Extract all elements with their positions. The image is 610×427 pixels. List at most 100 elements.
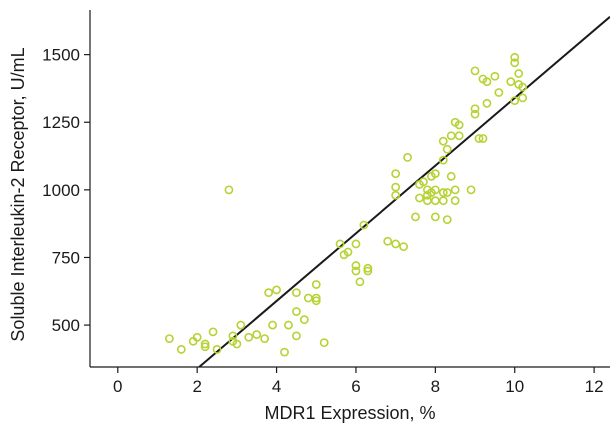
- data-point: [454, 120, 464, 130]
- data-point: [403, 152, 412, 162]
- data-point: [208, 327, 218, 337]
- fit-line-group: [198, 16, 610, 368]
- y-tick-label: 1000: [42, 181, 80, 200]
- x-tick-label: 4: [272, 377, 281, 396]
- data-point: [319, 338, 329, 348]
- data-point: [482, 77, 492, 87]
- data-points: [164, 52, 528, 357]
- data-point: [232, 339, 242, 349]
- y-tick-label: 500: [52, 316, 80, 335]
- x-axis-title: MDR1 Expression, %: [264, 403, 435, 423]
- y-tick-label: 750: [52, 248, 80, 267]
- data-point: [442, 144, 452, 154]
- data-point: [280, 347, 289, 357]
- data-point: [510, 52, 520, 62]
- data-point: [383, 236, 393, 246]
- data-point: [419, 177, 428, 187]
- data-point: [284, 320, 293, 330]
- x-tick-label: 2: [192, 377, 201, 396]
- data-point: [244, 332, 254, 342]
- data-point: [430, 185, 440, 195]
- data-point: [474, 134, 484, 143]
- data-point: [490, 71, 500, 81]
- data-point: [212, 345, 222, 354]
- data-point: [506, 77, 516, 87]
- data-point: [335, 239, 345, 249]
- data-point: [430, 169, 440, 179]
- data-point: [200, 342, 210, 352]
- y-tick-label: 1500: [42, 46, 80, 65]
- data-point: [264, 288, 274, 298]
- data-point: [438, 188, 448, 197]
- data-point: [454, 131, 464, 141]
- data-point: [510, 96, 520, 106]
- data-point: [192, 332, 202, 342]
- data-point: [391, 182, 401, 192]
- data-point: [411, 212, 420, 222]
- data-point: [514, 69, 524, 78]
- data-point: [224, 185, 234, 195]
- data-point: [236, 320, 246, 330]
- data-point: [470, 66, 480, 76]
- data-point: [446, 171, 456, 181]
- data-point: [351, 239, 361, 249]
- data-point: [228, 331, 238, 341]
- data-point: [482, 98, 492, 108]
- x-tick-label: 8: [431, 377, 440, 396]
- data-point: [292, 288, 301, 298]
- data-point: [292, 331, 301, 341]
- data-point: [359, 220, 369, 230]
- data-point: [351, 266, 361, 276]
- fit-line: [198, 16, 610, 368]
- data-point: [260, 334, 270, 344]
- data-point: [430, 212, 440, 222]
- data-point: [363, 263, 373, 273]
- data-point: [176, 345, 186, 354]
- data-point: [446, 131, 456, 141]
- x-tick-label: 12: [585, 377, 604, 396]
- data-point: [391, 169, 401, 179]
- data-point: [470, 104, 480, 114]
- data-point: [510, 58, 520, 68]
- data-point: [303, 293, 313, 303]
- data-point: [470, 109, 480, 119]
- x-tick-label: 6: [351, 377, 360, 396]
- y-axis-title: Soluble Interleukin-2 Receptor, U/mL: [8, 47, 28, 341]
- y-tick-label: 1250: [42, 113, 80, 132]
- data-point: [494, 88, 504, 97]
- data-point: [272, 285, 281, 295]
- x-tick-label: 0: [113, 377, 122, 396]
- data-point: [355, 277, 365, 287]
- data-point: [415, 193, 424, 203]
- x-tick-label: 10: [505, 377, 524, 396]
- data-point: [442, 188, 452, 197]
- data-point: [518, 82, 528, 92]
- data-point: [442, 215, 452, 225]
- data-point: [438, 155, 448, 165]
- data-point: [351, 261, 361, 270]
- data-point: [438, 196, 448, 206]
- axes: [89, 10, 610, 368]
- ticks: 0 2 4 6 8 10 12 500 750 1000 1250 1500: [42, 46, 603, 396]
- data-point: [299, 315, 309, 325]
- data-point: [450, 196, 460, 206]
- data-point: [252, 330, 262, 339]
- data-point: [399, 242, 408, 252]
- data-point: [268, 320, 277, 330]
- data-point: [391, 190, 401, 200]
- data-point: [311, 296, 321, 306]
- data-point: [200, 339, 210, 349]
- data-point: [164, 334, 174, 344]
- data-point: [478, 134, 488, 143]
- data-point: [430, 196, 440, 206]
- data-point: [438, 136, 448, 146]
- data-point: [391, 239, 401, 249]
- data-point: [292, 307, 301, 316]
- data-point: [450, 185, 460, 195]
- data-point: [363, 266, 373, 276]
- data-point: [343, 247, 353, 257]
- data-point: [466, 185, 476, 195]
- data-point: [518, 93, 528, 103]
- data-point: [311, 293, 321, 303]
